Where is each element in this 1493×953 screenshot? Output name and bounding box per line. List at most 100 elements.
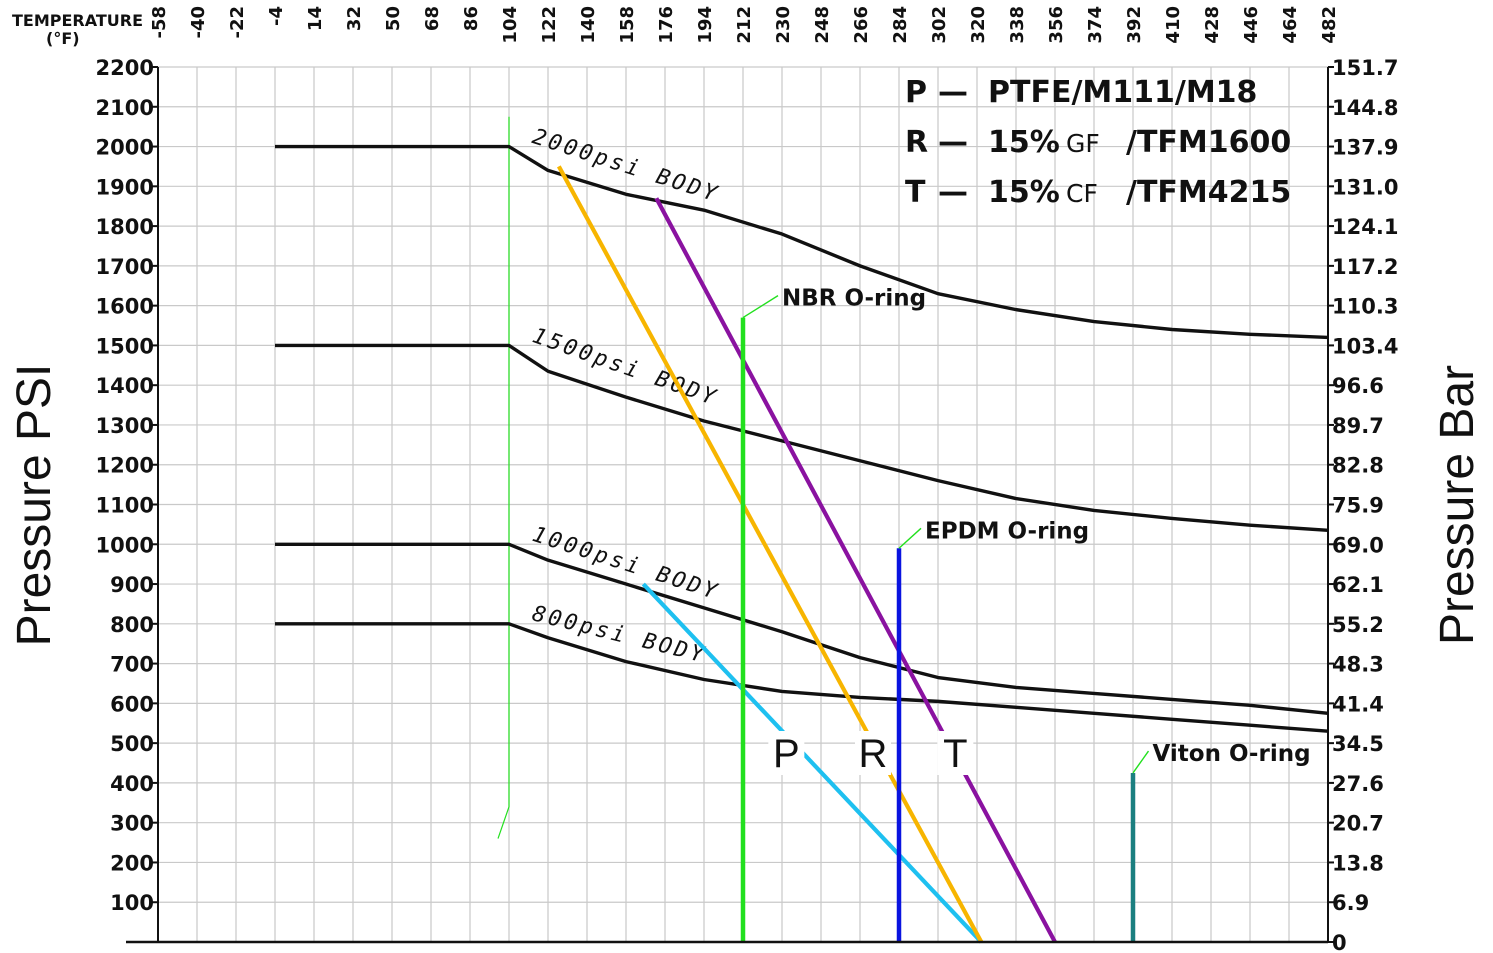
y-tick-label: 800 (110, 613, 154, 637)
y-tick-label: 2000 (96, 136, 154, 160)
y-tick-label: 1700 (96, 255, 154, 279)
x-axis-unit: (°F) (46, 29, 80, 48)
material-label-p: P (773, 732, 800, 776)
y-right-tick-label: 27.6 (1332, 772, 1384, 796)
x-tick-label: 194 (695, 6, 716, 44)
y-tick-label: 1500 (96, 334, 154, 358)
x-tick-label: -4 (266, 6, 287, 26)
material-label-bg (855, 731, 891, 775)
y-tick-label: 600 (110, 692, 154, 716)
x-tick-label: 212 (734, 6, 755, 44)
x-tick-label: 320 (968, 6, 989, 44)
y-tick-label: 1900 (96, 175, 154, 199)
x-tick-label: 482 (1319, 6, 1340, 44)
y-tick-label: 1800 (96, 215, 154, 239)
oring-label: Viton O-ring (1153, 741, 1311, 767)
x-tick-label: 158 (617, 6, 638, 44)
y-tick-label: 200 (110, 851, 154, 875)
material-label-r: R (859, 732, 888, 776)
x-tick-label: 122 (539, 6, 560, 44)
x-tick-label: 140 (578, 6, 599, 44)
material-label-bg (937, 731, 974, 775)
y-right-tick-label: 144.8 (1332, 96, 1398, 120)
x-tick-label: 104 (500, 6, 521, 44)
y-tick-label: 100 (110, 891, 154, 915)
body-curve-4 (275, 622, 1329, 733)
legend-key-p: P (905, 75, 927, 110)
y-tick-label: 1000 (96, 533, 154, 557)
x-tick-label: 428 (1202, 6, 1223, 44)
x-tick-label: 50 (383, 6, 404, 31)
legend-key-t: T (905, 175, 926, 210)
x-tick-label: -58 (149, 6, 170, 39)
y-axis-right-title: Pressure Bar (1431, 365, 1484, 645)
legend-suffix-r: /TFM1600 (1126, 125, 1291, 160)
x-axis-title: TEMPERATURE (12, 11, 143, 30)
y-right-tick-label: 69.0 (1332, 533, 1384, 557)
x-tick-label: 86 (461, 6, 482, 31)
y-tick-label: 1300 (96, 414, 154, 438)
y-right-tick-label: 55.2 (1332, 613, 1384, 637)
oring-leader-line (742, 295, 779, 319)
x-tick-label: 230 (773, 6, 794, 44)
axes: 1002003004005006007008009001000110012001… (96, 6, 1399, 953)
x-tick-label: 32 (344, 6, 365, 31)
legend-dash-t: — (938, 175, 968, 210)
reference-line-104f (497, 116, 510, 839)
legend: P — PTFE/M111/M18 R — 15% GF /TFM1600 T … (905, 75, 1291, 210)
y-right-tick-label: 151.7 (1332, 56, 1398, 80)
legend-dash-r: — (938, 125, 968, 160)
oring-label: NBR O-ring (782, 286, 926, 312)
legend-entry-r: R — 15% GF /TFM1600 (905, 125, 1291, 160)
body-curve-3 (275, 542, 1329, 715)
y-right-tick-label: 110.3 (1332, 295, 1398, 319)
y-right-tick-label: 34.5 (1332, 732, 1384, 756)
material-line-t (654, 197, 1057, 943)
material-line-r (556, 165, 984, 944)
y-right-tick-label: 20.7 (1332, 812, 1384, 836)
x-tick-label: 68 (422, 6, 443, 31)
x-tick-label: 176 (656, 6, 677, 44)
x-tick-label: 446 (1241, 6, 1262, 44)
oring-leader-line (1132, 750, 1150, 774)
x-tick-label: 338 (1007, 6, 1028, 44)
legend-key-r: R (905, 125, 928, 160)
y-right-tick-label: 41.4 (1332, 692, 1384, 716)
body-curve-1 (275, 144, 1329, 340)
y-axis-left-title: Pressure PSI (8, 364, 61, 647)
legend-entry-p: P — PTFE/M111/M18 (905, 75, 1257, 110)
x-tick-label: 392 (1124, 6, 1145, 44)
legend-main-r: 15% (988, 125, 1060, 160)
y-tick-label: 2200 (96, 56, 154, 80)
y-right-tick-label: 6.9 (1332, 891, 1369, 915)
oring-lines: NBR O-ring EPDM O-ring Viton O-ring (740, 286, 1311, 942)
y-right-tick-label: 82.8 (1332, 454, 1384, 478)
y-right-tick-label: 96.6 (1332, 374, 1384, 398)
y-tick-label: 2100 (96, 96, 154, 120)
y-tick-label: 500 (110, 732, 154, 756)
y-right-tick-label: 124.1 (1332, 215, 1398, 239)
y-tick-label: 1600 (96, 295, 154, 319)
y-right-tick-label: 48.3 (1332, 653, 1384, 677)
y-tick-label: 400 (110, 772, 154, 796)
legend-small-t: CF (1066, 179, 1098, 208)
x-tick-label: 356 (1046, 6, 1067, 44)
y-tick-label: 700 (110, 653, 154, 677)
oring-leader-line (898, 527, 922, 549)
material-line-p (641, 582, 983, 944)
x-tick-label: 374 (1085, 6, 1106, 44)
y-right-tick-label: 62.1 (1332, 573, 1384, 597)
y-right-tick-label: 117.2 (1332, 255, 1398, 279)
material-label-t: T (943, 732, 967, 776)
material-lines: P R T (556, 165, 1057, 944)
grid (157, 66, 1329, 943)
y-right-tick-label: 13.8 (1332, 851, 1384, 875)
x-tick-label: 284 (890, 6, 911, 44)
body-curve-2 (275, 343, 1329, 533)
y-right-tick-label: 0 (1332, 931, 1347, 953)
legend-small-r: GF (1066, 129, 1100, 158)
x-tick-label: 248 (812, 6, 833, 44)
y-right-tick-label: 75.9 (1332, 494, 1384, 518)
